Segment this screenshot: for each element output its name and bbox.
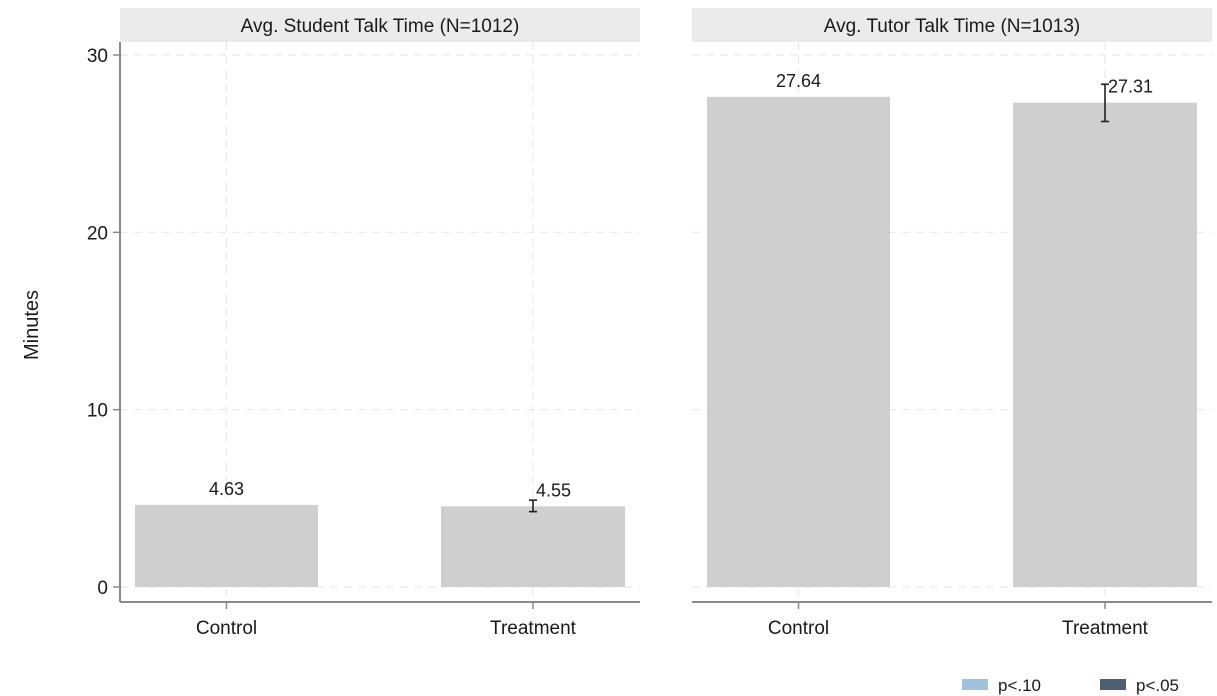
panel-title: Avg. Student Talk Time (N=1012) [241,16,520,37]
legend-swatch [962,679,988,690]
panel-title: Avg. Tutor Talk Time (N=1013) [824,16,1080,37]
x-tick-label: Treatment [490,618,577,639]
bar [1013,102,1197,587]
legend: p<.10 p<.05 [962,676,1179,695]
bar [707,96,890,587]
legend-swatch [1100,679,1126,690]
y-tick-label: 30 [87,46,108,67]
panel-1: Avg. Student Talk Time (N=1012) 4.63 4.55 C… [87,8,640,639]
y-tick-label: 0 [97,578,108,599]
bar [135,504,318,587]
y-tick-label: 20 [87,223,108,244]
x-tick-label: Treatment [1062,618,1149,639]
data-label: 27.64 [776,71,821,91]
panel-2: Avg. Tutor Talk Time (N=1013) 27.64 27.31 C… [692,8,1212,639]
data-label: 27.31 [1108,77,1153,97]
data-label: 4.63 [209,479,244,499]
y-axis-label: Minutes [21,290,43,360]
panels-layer: Avg. Student Talk Time (N=1012) 4.63 4.55 C… [87,8,1212,639]
data-label: 4.55 [536,480,571,500]
x-tick-label: Control [768,618,829,639]
y-tick-label: 10 [87,401,108,422]
legend-label: p<.05 [1136,676,1179,695]
panel-header [692,8,1212,42]
x-tick-label: Control [196,618,257,639]
legend-label: p<.10 [998,676,1041,695]
bar [441,506,625,587]
panel-header [120,8,640,42]
